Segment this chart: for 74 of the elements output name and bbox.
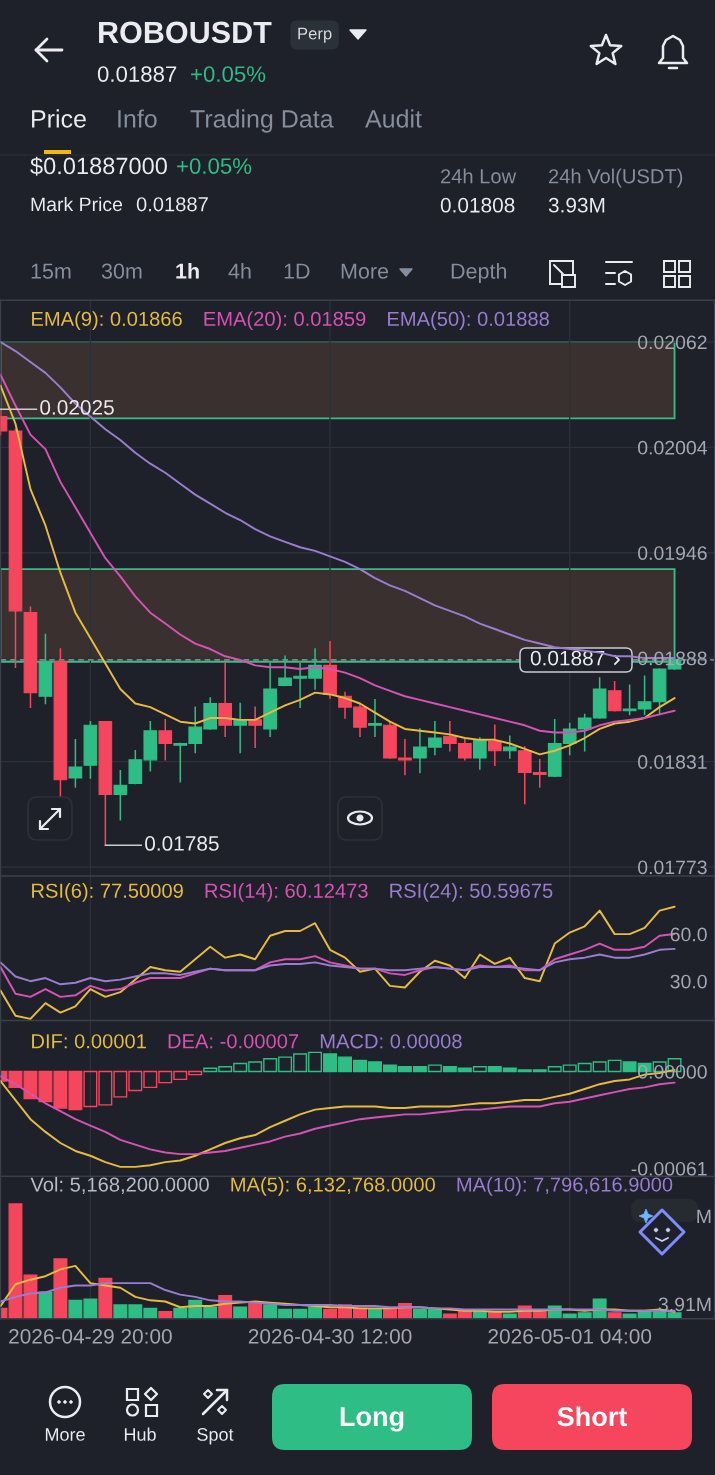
- text: 1D: [284, 263, 310, 279]
- candlestick: [487, 724, 502, 767]
- y-tick-label: 60.0: [670, 927, 707, 942]
- candlestick: [158, 719, 173, 761]
- candlestick: [68, 739, 83, 788]
- bar: [38, 1291, 53, 1319]
- text: 0.01887: [97, 66, 177, 82]
- text: 24h Low: [441, 168, 517, 184]
- text: More: [45, 1428, 85, 1441]
- text: 3.93M: [548, 197, 605, 213]
- x-tick-label: 2026-04-30 12:00: [248, 1328, 412, 1344]
- text: Price: [32, 109, 86, 128]
- text: EMA(20): 0.01859: [204, 311, 366, 330]
- text: 0.01808: [440, 197, 515, 213]
- candlestick: [113, 769, 128, 821]
- text: Trading Data: [190, 109, 334, 133]
- text: Depth: [451, 262, 507, 284]
- text: 1h: [176, 262, 199, 279]
- text: 24h Vol(USDT): [549, 168, 683, 188]
- bar: [53, 1258, 68, 1319]
- y-tick-label: 0.01831: [638, 755, 707, 769]
- text: Short: [557, 1406, 628, 1427]
- bar: [607, 1312, 622, 1319]
- annotation: M: [697, 1209, 711, 1224]
- text: Spot: [197, 1428, 234, 1445]
- bar: [502, 1313, 517, 1319]
- y-tick-label: 0.02004: [638, 440, 707, 455]
- text: EMA(50): 0.01888: [388, 311, 549, 330]
- bar: [158, 1311, 173, 1319]
- text: Long: [340, 1407, 404, 1432]
- candlestick: [502, 735, 517, 759]
- bar: [367, 1308, 382, 1319]
- annotation: 3.91M: [658, 1297, 711, 1312]
- bar: [233, 1306, 248, 1319]
- text: RSI(24): 50.59675: [390, 883, 553, 902]
- candlestick: [368, 699, 382, 737]
- text: EMA(9): 0.01866: [32, 311, 182, 330]
- bar: [98, 1277, 113, 1319]
- text: Perp: [298, 27, 332, 43]
- candlestick: [472, 737, 487, 770]
- text: ROBOUSDT: [99, 21, 272, 44]
- text: MA(10): 7,796,616.9000: [457, 1176, 673, 1196]
- text: Info: [118, 109, 157, 128]
- text: MA(5): 6,132,768.0000: [231, 1176, 435, 1196]
- text: 0.01887: [136, 197, 208, 212]
- y-tick-label: -0.00061: [631, 1161, 707, 1176]
- candlestick: [248, 706, 262, 748]
- text: 30m: [101, 263, 142, 279]
- text: Audit: [365, 109, 422, 128]
- x-tick-label: 2026-05-01 04:00: [488, 1328, 652, 1344]
- series-label: Vol: 5,168,200.0000: [30, 1176, 209, 1195]
- text: DEA: -0.00007: [168, 1034, 299, 1049]
- text: 4h: [228, 262, 251, 279]
- text: RSI(14): 60.12473: [205, 883, 368, 902]
- series-label: MACD: 0.00008: [320, 1034, 462, 1049]
- y-tick-label: 0.01946: [638, 546, 707, 560]
- text: RSI(6): 77.50009: [32, 883, 183, 902]
- text: Hub: [124, 1427, 156, 1441]
- x-tick-label: 2026-04-29 20:00: [9, 1328, 172, 1344]
- annotation: 0.01785: [145, 836, 219, 851]
- y-tick-label: 30.0: [670, 974, 707, 989]
- candlestick: [607, 680, 622, 712]
- text: +0.05%: [177, 158, 252, 174]
- text: 15m: [31, 263, 71, 279]
- bar: [248, 1303, 263, 1319]
- candlestick: [218, 662, 233, 737]
- text: Mark Price: [31, 196, 123, 212]
- text: DIF: 0.00001: [32, 1034, 146, 1049]
- text: More: [341, 263, 389, 279]
- y-tick-label: 0.01773: [638, 860, 707, 875]
- text: +0.05%: [191, 66, 266, 82]
- text: $0.01887000: [30, 156, 167, 176]
- ref-line-label: 0.01887: [530, 650, 605, 666]
- y-tick-label: 0.02062: [638, 335, 707, 350]
